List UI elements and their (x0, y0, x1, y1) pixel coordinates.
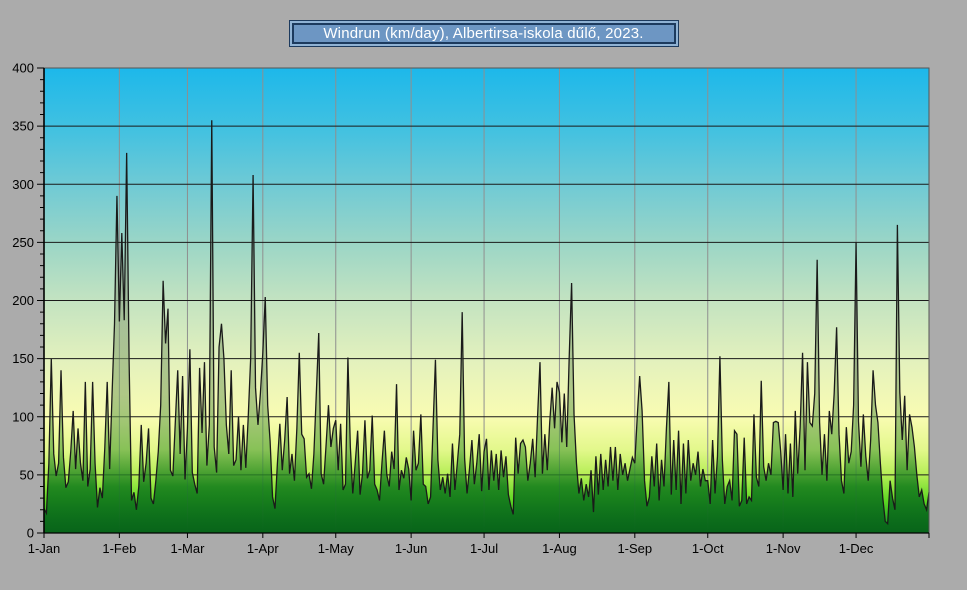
windrun-line (43, 120, 930, 526)
windrun-area (44, 120, 929, 533)
x-axis-label: 1-Oct (692, 541, 724, 556)
y-axis-label: 150 (12, 351, 34, 366)
y-axis-label: 300 (12, 177, 34, 192)
y-axis-label: 50 (20, 467, 34, 482)
y-axis-label: 400 (12, 61, 34, 76)
chart-title: Windrun (km/day), Albertirsa-iskola dűlő… (288, 20, 679, 47)
x-axis-label: 1-Dec (839, 541, 874, 556)
x-axis-label: 1-Apr (247, 541, 279, 556)
x-axis-label: 1-Feb (102, 541, 136, 556)
x-axis-label: 1-Sep (617, 541, 652, 556)
x-axis-label: 1-Jan (28, 541, 61, 556)
y-axis-label: 100 (12, 409, 34, 424)
x-axis-label: 1-Nov (766, 541, 801, 556)
y-axis-label: 200 (12, 293, 34, 308)
x-axis-label: 1-Jul (470, 541, 498, 556)
x-axis-label: 1-May (318, 541, 355, 556)
y-axis-label: 0 (27, 526, 34, 541)
x-axis-label: 1-Aug (542, 541, 577, 556)
y-axis-label: 350 (12, 119, 34, 134)
x-axis-label: 1-Mar (170, 541, 205, 556)
chart-title-text: Windrun (km/day), Albertirsa-iskola dűlő… (323, 25, 644, 42)
y-axis-label: 250 (12, 235, 34, 250)
x-axis-label: 1-Jun (395, 541, 428, 556)
